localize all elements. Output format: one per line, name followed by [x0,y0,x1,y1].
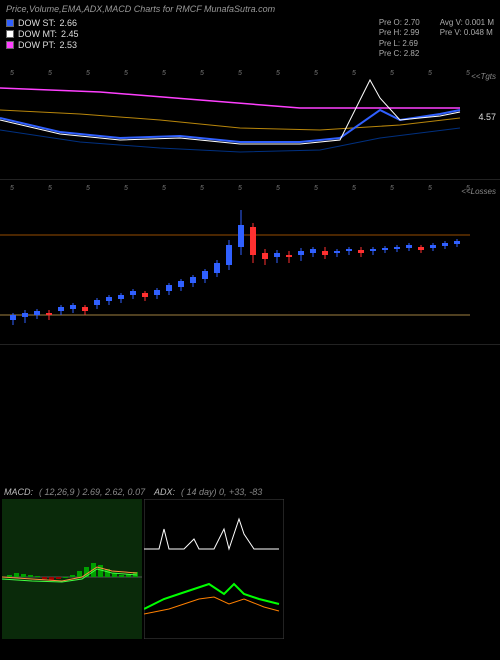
pre-high: Pre H: 2.99 [379,28,420,38]
spacer-panel [0,345,500,485]
legend-pt-label: DOW PT: [18,40,56,50]
macd-svg [2,499,142,639]
legend-mt: DOW MT: 2.45 [6,29,79,39]
ohlc-column: Pre O: 2.70 Pre H: 2.99 Pre L: 2.69 Pre … [379,18,420,60]
avg-vol: Avg V: 0.001 M [440,18,494,28]
losses-label: <<Losses [461,187,496,196]
chart-title: Price,Volume,EMA,ADX,MACD Charts for RMC… [0,0,500,18]
macd-label: MACD: [4,487,33,497]
adx-label: ADX: [154,487,175,497]
pre-low: Pre L: 2.69 [379,39,420,49]
candle-ticks: 5555555555555 [10,185,470,192]
legend-column: DOW ST: 2.66 DOW MT: 2.45 DOW PT: 2.53 [6,18,79,60]
legend-st-label: DOW ST: [18,18,56,28]
adx-params: ( 14 day) 0, +33, -83 [181,487,262,497]
volume-column: Avg V: 0.001 M Pre V: 0.048 M [440,18,494,60]
price-ticks: 5555555555555 [10,70,470,77]
indicators-header: MACD: ( 12,26,9 ) 2.69, 2.62, 0.07 ADX: … [0,485,500,499]
pre-open: Pre O: 2.70 [379,18,420,28]
legend-pt-value: 2.53 [60,40,78,50]
legend-pt-box [6,41,14,49]
price-value-label: 4.57 [478,112,496,122]
adx-svg [144,499,284,639]
targets-label: <<Tgts [471,72,496,81]
price-ema-panel: 5555555555555 <<Tgts 4.57 [0,70,500,180]
pre-vol: Pre V: 0.048 M [440,28,494,38]
candlestick-panel: 5555555555555 <<Losses [0,185,500,345]
macd-params: ( 12,26,9 ) 2.69, 2.62, 0.07 [39,487,145,497]
legend-st: DOW ST: 2.66 [6,18,79,28]
header-row: DOW ST: 2.66 DOW MT: 2.45 DOW PT: 2.53 P… [0,18,500,60]
price-lines-svg [0,70,470,170]
adx-box [144,499,284,639]
legend-st-value: 2.66 [60,18,78,28]
legend-mt-label: DOW MT: [18,29,57,39]
legend-mt-box [6,30,14,38]
macd-box [2,499,142,639]
candle-svg [0,185,470,340]
legend-pt: DOW PT: 2.53 [6,40,79,50]
legend-mt-value: 2.45 [61,29,79,39]
legend-st-box [6,19,14,27]
indicator-panels [0,499,500,639]
pre-close: Pre C: 2.82 [379,49,420,59]
